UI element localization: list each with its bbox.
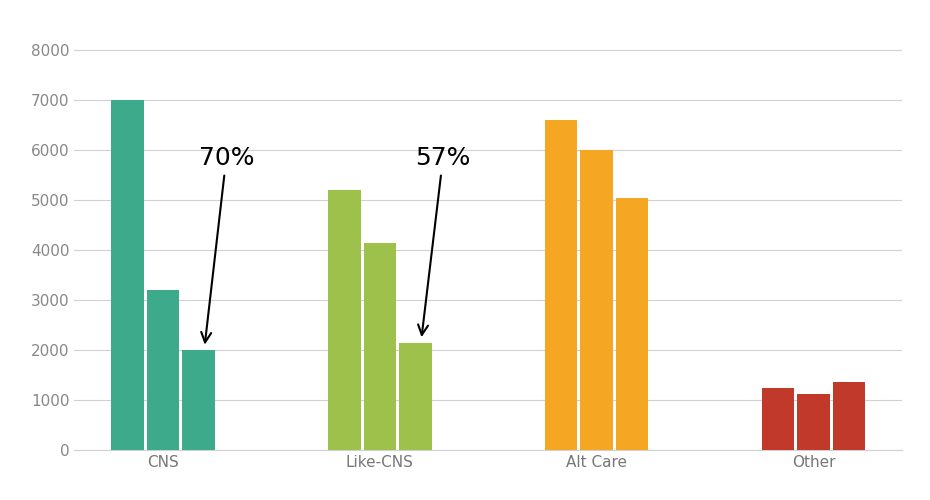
Bar [147,290,179,450]
Bar [797,394,830,450]
Bar [112,100,144,450]
Text: 57%: 57% [416,146,471,335]
Bar [399,342,432,450]
Text: 70%: 70% [198,146,254,342]
Bar [328,190,361,450]
Bar [616,198,648,450]
Bar [545,120,578,450]
Bar [182,350,215,450]
Bar [832,382,865,450]
Bar [364,242,396,450]
Bar [762,388,794,450]
Bar [580,150,613,450]
